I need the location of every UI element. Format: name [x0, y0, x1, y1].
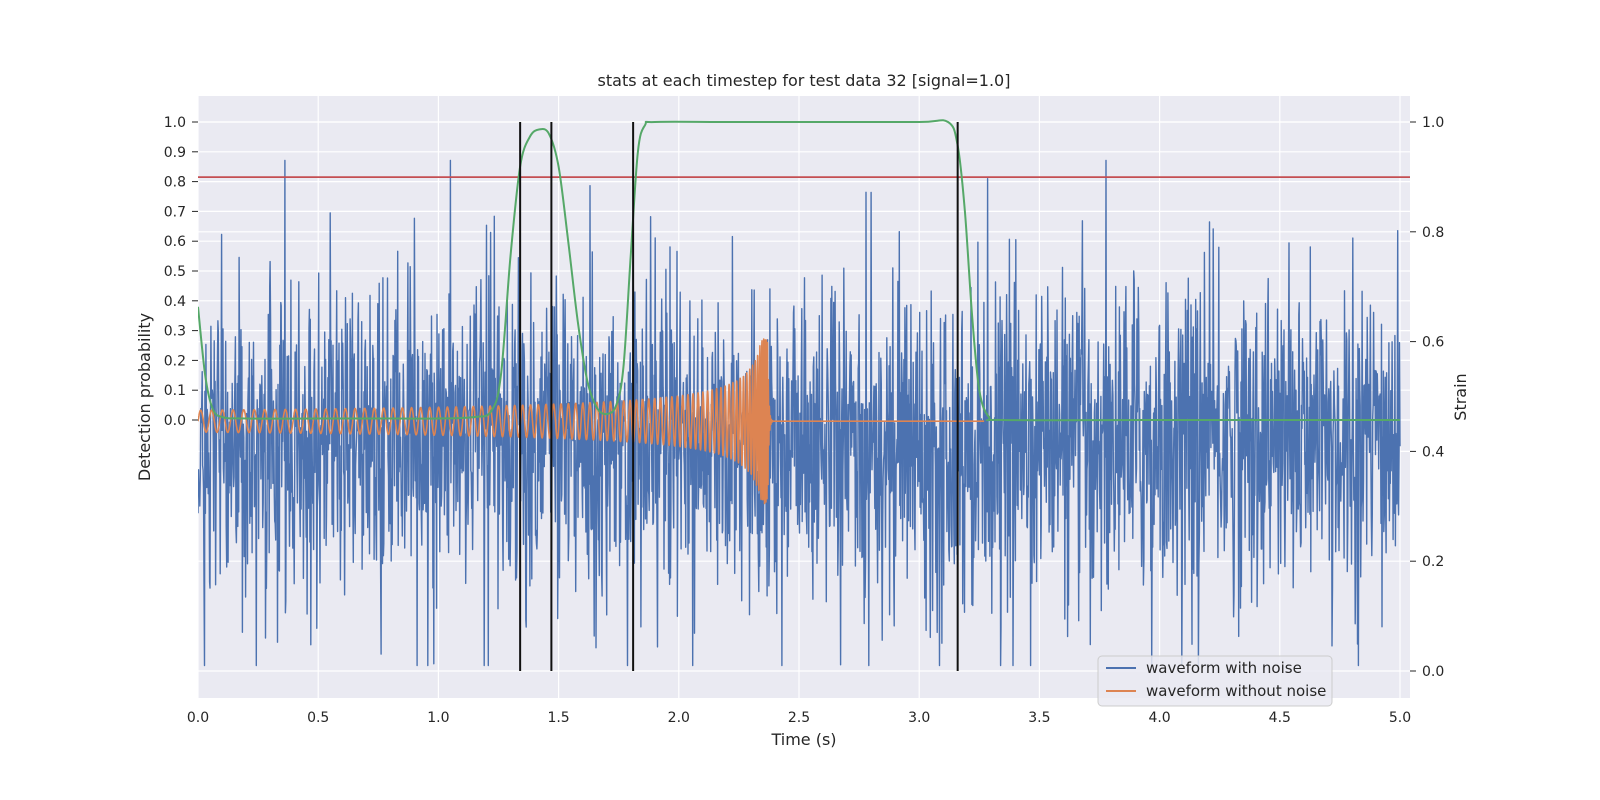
y-left-tick-label: 0.9 — [164, 145, 186, 161]
x-tick-label: 3.5 — [1028, 710, 1050, 726]
y-right-tick-label: 1.0 — [1422, 115, 1444, 131]
y-right-tick-label: 0.2 — [1422, 554, 1444, 570]
series-line-waveform-without-noise — [198, 338, 985, 505]
series-line-waveform-with-noise — [198, 159, 1401, 667]
x-tick-label: 5.0 — [1389, 710, 1411, 726]
chart-title: stats at each timestep for test data 32 … — [598, 71, 1011, 90]
x-tick-label: 2.5 — [788, 710, 810, 726]
y-right-tick-label: 0.6 — [1422, 335, 1444, 351]
y-right-tick-label: 0.0 — [1422, 664, 1444, 680]
x-tick-label: 0.0 — [187, 710, 209, 726]
x-tick-label: 2.0 — [668, 710, 690, 726]
y-left-tick-label: 0.8 — [164, 175, 186, 191]
y-left-tick-label: 0.2 — [164, 353, 186, 369]
y-left-tick-label: 0.5 — [164, 264, 186, 280]
y-left-tick-label: 0.6 — [164, 234, 186, 250]
y-axis-left-label: Detection probability — [135, 313, 154, 481]
axis-layer: 0.0 0.5 1.0 1.5 2.0 2.5 3.0 3.5 4.0 4.5 5.0 0.0 0.1 0… — [164, 115, 1445, 726]
legend-label-clean: waveform without noise — [1146, 682, 1326, 700]
x-tick-label: 3.0 — [908, 710, 930, 726]
y-left-tick-label: 1.0 — [164, 115, 186, 131]
y-axis-right-label: Strain — [1451, 373, 1470, 420]
x-tick-label: 0.5 — [307, 710, 329, 726]
chirp-series-layer — [198, 338, 985, 505]
y-left-tick-label: 0.7 — [164, 204, 186, 220]
x-tick-label: 4.0 — [1148, 710, 1170, 726]
y-left-tick-label: 0.1 — [164, 383, 186, 399]
noise-series-layer — [198, 159, 1401, 667]
y-left-tick-label: 0.3 — [164, 324, 186, 340]
y-right-tick-label: 0.8 — [1422, 225, 1444, 241]
y-left-tick-label: 0.4 — [164, 294, 186, 310]
overlay-layer — [198, 119, 1410, 671]
y-right-tick-label: 0.4 — [1422, 444, 1444, 460]
y-left-tick-label: 0.0 — [164, 413, 186, 429]
x-axis-label: Time (s) — [770, 730, 836, 749]
x-tick-label: 1.0 — [427, 710, 449, 726]
legend-label-noise: waveform with noise — [1146, 659, 1302, 677]
x-tick-label: 1.5 — [547, 710, 569, 726]
x-tick-label: 4.5 — [1269, 710, 1291, 726]
legend-box — [1097, 655, 1333, 707]
legend: waveform with noise waveform without noi… — [1097, 655, 1333, 707]
series-line-detection-probability — [198, 119, 1400, 422]
